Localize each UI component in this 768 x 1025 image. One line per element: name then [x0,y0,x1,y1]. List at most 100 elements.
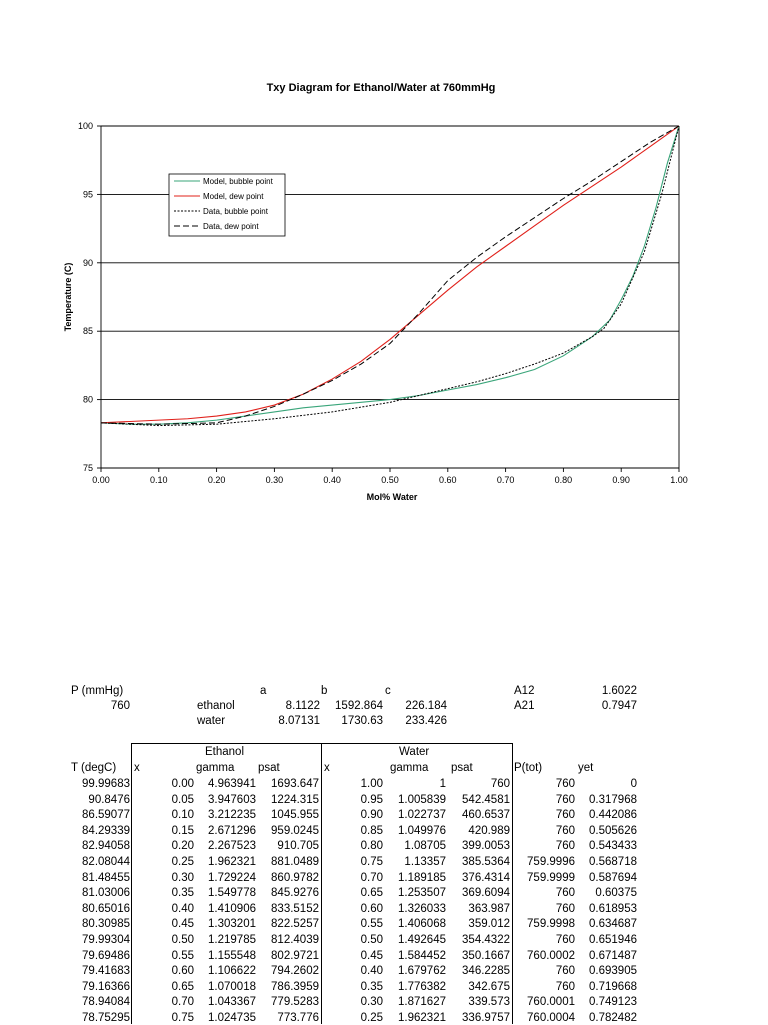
ethanol-a: 8.1122 [285,700,320,712]
table-cell: 0.634687 [589,918,637,931]
table-cell: 760 [555,840,575,853]
table-cell: 1.024735 [208,1012,256,1024]
table-cell: 80.30985 [82,918,130,931]
table-cell: 1.326033 [398,902,446,915]
table-cell: 0.75 [360,856,383,868]
table-cell: 79.99304 [82,934,130,946]
table-cell: 0.10 [171,809,194,822]
table-cell: 0.15 [171,824,194,837]
table-cell: 0.317968 [589,793,637,806]
a21-label: A21 [514,700,535,712]
table-cell: 1.043367 [208,996,256,1009]
table-cell: 81.48455 [82,871,130,884]
ethanol-b: 1592.864 [335,700,383,712]
table-cell: 910.705 [277,840,319,853]
table-cell: 1.729224 [208,871,256,884]
table-cell: 0.587694 [589,871,637,884]
table-cell: 959.0245 [271,824,319,837]
x-tick-label-3: 0.30 [266,475,284,485]
table-cell: 346.2285 [462,965,510,978]
x-axis-label: Mol% Water [367,492,418,502]
table-cell: 760 [555,778,575,790]
table-cell: 760.0002 [527,949,575,962]
table-cell: 0.70 [171,996,194,1009]
legend-label-2: Data, bubble point [203,207,269,216]
x-tick-label-9: 0.90 [612,475,630,485]
table-cell: 0.505626 [589,824,637,837]
table-cell: 0.80 [360,840,383,853]
table-cell: 1.679762 [398,965,446,978]
table-cell: 1.106622 [208,965,256,978]
series-line-3 [100,125,680,425]
table-cell: 0.70 [360,871,383,884]
pressure-label: P (mmHg) [71,685,124,697]
table-cell: 0.749123 [589,996,637,1009]
table-cell: 84.29339 [82,824,130,837]
table-cell: 0.95 [360,793,383,806]
water-group-header: Water [399,746,430,758]
a12-label: A12 [514,685,535,697]
a21-value: 0.7947 [601,700,637,712]
x-tick-label-0: 0.00 [92,475,110,485]
table-cell: 0.65 [360,887,383,900]
x-tick-label-8: 0.80 [555,475,573,485]
y-tick-label-0: 75 [83,463,93,473]
table-cell: 0.719668 [589,980,637,993]
table-cell: 0.05 [171,793,194,806]
table-cell: 812.4039 [271,934,319,946]
table-cell: 350.1667 [462,949,510,962]
x-tick-label-6: 0.60 [439,475,457,485]
table-header-cell: x [324,762,330,774]
table-cell: 0.45 [171,918,194,931]
table-cell: 0 [630,778,637,790]
series-line-2 [100,125,680,427]
table-cell: 0.00 [171,778,194,790]
table-cell: 2.267523 [208,840,256,853]
table-top-border [131,743,513,744]
table-cell: 82.94058 [82,840,130,853]
ethanol-label: ethanol [197,700,235,712]
table-header-cell: gamma [196,762,235,774]
table-cell: 759.9996 [527,856,575,868]
table-cell: 90.8476 [88,793,130,806]
table-cell: 0.40 [360,965,383,978]
table-cell: 376.4314 [462,871,510,884]
table-cell: 1.219785 [208,934,256,946]
table-cell: 342.675 [468,980,510,993]
table-cell: 760.0001 [527,996,575,1009]
table-cell: 0.40 [171,902,194,915]
table-cell: 759.9998 [527,918,575,931]
table-cell: 881.0489 [271,856,319,868]
table-cell: 385.5364 [462,856,510,868]
legend-label-1: Model, dew point [203,192,264,201]
table-cell: 369.6094 [462,887,510,900]
table-cell: 1.776382 [398,980,446,993]
table-cell: 833.5152 [271,902,319,915]
table-cell: 3.212235 [208,809,256,822]
table-cell: 1693.647 [271,778,319,790]
table-cell: 0.60375 [595,887,637,900]
x-tick-label-1: 0.10 [150,475,168,485]
table-header-cell: psat [451,762,473,774]
table-header-cell: psat [258,762,280,774]
legend: Model, bubble point Model, dew point Data,… [168,173,286,237]
table-cell: 794.2602 [271,965,319,978]
table-cell: 1.549778 [208,887,256,900]
table-cell: 78.75295 [82,1012,130,1024]
axes: 75 80 85 90 95 100 0.00 0.10 0.20 0.30 0.40 0.50 0.6… [78,121,688,485]
series-lines [100,125,680,427]
a12-value: 1.6022 [601,685,637,697]
ethanol-group-header: Ethanol [205,746,245,758]
legend-label-0: Model, bubble point [203,177,274,186]
table-cell: 1.070018 [208,980,256,993]
table-cell: 1.962321 [398,1012,446,1024]
table-cell: 0.65 [171,980,194,993]
table-cell: 80.65016 [82,902,130,915]
ethanol-c: 226.184 [405,700,447,712]
table-header-cell: P(tot) [514,762,543,774]
table-border-right [512,743,513,1024]
table-cell: 1.303201 [208,918,256,931]
table-cell: 1.049976 [398,824,446,837]
table-cell: 1.005839 [398,793,446,806]
table-cell: 0.90 [360,809,383,822]
